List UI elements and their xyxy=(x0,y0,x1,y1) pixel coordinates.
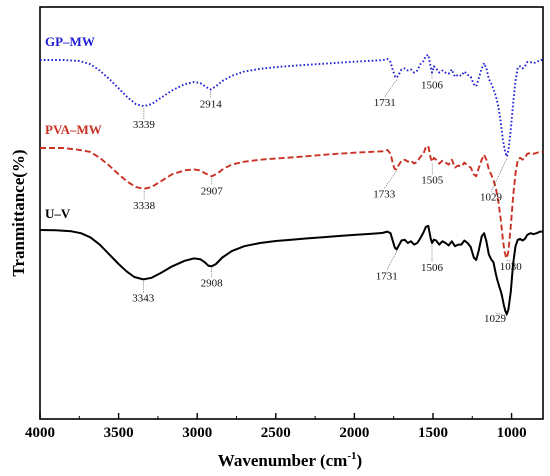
peak-label-gp-mw-2914: 2914 xyxy=(200,98,223,110)
peak-label-gp-mw-1506: 1506 xyxy=(421,80,444,92)
series-label-u-v: U–V xyxy=(45,206,71,221)
peak-leader-gp-mw-1731 xyxy=(384,79,397,97)
x-tick-label-2500: 2500 xyxy=(261,425,291,441)
series-label-pva-mw: PVA–MW xyxy=(45,122,102,137)
x-tick-label-3500: 3500 xyxy=(104,425,134,441)
x-tick-label-4000: 4000 xyxy=(25,425,55,441)
x-tick-label-2000: 2000 xyxy=(339,425,369,441)
y-axis-title: Tranmittance(%) xyxy=(9,149,28,276)
series-line-pva-mw xyxy=(40,145,543,260)
series-label-layer: GP–MW PVA–MW U–V xyxy=(45,34,102,221)
x-axis-title: Wavenumber (cm-1) xyxy=(218,450,362,470)
x-tick-label-1000: 1000 xyxy=(497,425,527,441)
peak-label-u-v-2908: 2908 xyxy=(201,277,224,289)
peak-label-gp-mw-1029: 1029 xyxy=(480,192,503,204)
peak-label-pva-mw-1030: 1030 xyxy=(500,261,523,273)
series-line-gp-mw xyxy=(40,53,543,158)
x-axis-title-main: Wavenumber (cm xyxy=(218,451,348,470)
peak-label-u-v-3343: 3343 xyxy=(132,292,155,304)
x-axis-ticks: 4000 3500 3000 2500 2000 1500 1000 xyxy=(25,413,527,441)
peak-leader-pva-mw-1030 xyxy=(506,259,511,262)
series-line-u-v xyxy=(39,224,543,316)
x-axis-title-end: ) xyxy=(357,451,363,470)
peak-label-pva-mw-1505: 1505 xyxy=(421,175,444,187)
peak-leader-u-v-1731 xyxy=(386,251,397,271)
x-axis-title-sup: -1 xyxy=(347,450,356,462)
peak-label-u-v-1029: 1029 xyxy=(484,313,507,325)
series-label-gp-mw: GP–MW xyxy=(45,34,95,49)
peak-label-u-v-1731: 1731 xyxy=(376,270,398,282)
peak-label-gp-mw-1731: 1731 xyxy=(374,97,396,109)
peak-label-layer: 3339 2914 1731 1506 1029 3338 2907 1733 1505 1030… xyxy=(132,74,523,325)
peak-leader-u-v-1029 xyxy=(494,312,508,317)
plot-frame xyxy=(39,6,544,420)
peak-leader-pva-mw-1733 xyxy=(384,171,397,189)
peak-label-u-v-1506: 1506 xyxy=(421,262,444,274)
peak-label-pva-mw-1733: 1733 xyxy=(373,188,396,200)
series-layer xyxy=(39,53,543,316)
x-tick-label-3000: 3000 xyxy=(182,425,212,441)
x-tick-label-1500: 1500 xyxy=(418,425,448,441)
peak-label-gp-mw-3339: 3339 xyxy=(133,119,156,131)
peak-leader-gp-mw-1029 xyxy=(490,158,508,192)
peak-label-pva-mw-2907: 2907 xyxy=(201,185,224,197)
peak-label-pva-mw-3338: 3338 xyxy=(133,200,156,212)
